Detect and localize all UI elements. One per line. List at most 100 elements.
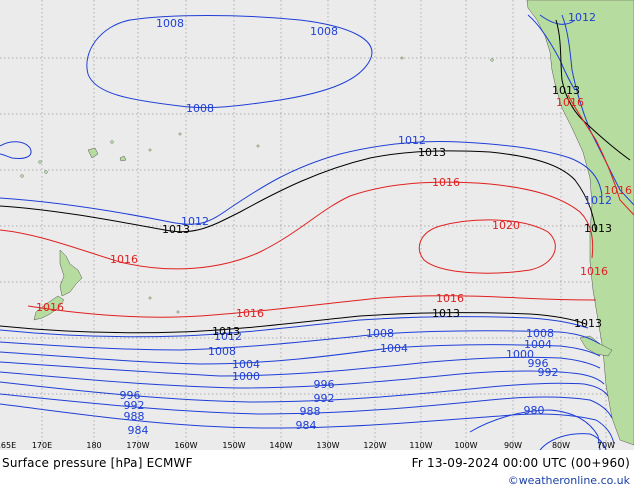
- island-fiji: [87, 147, 99, 159]
- label-1016: 1016: [604, 184, 632, 197]
- isobar-1012-south: [0, 316, 589, 338]
- label-984: 984: [128, 424, 149, 437]
- label-1004: 1004: [524, 338, 552, 351]
- new-zealand-south: [33, 295, 65, 321]
- lon-tick: 110W: [409, 441, 432, 450]
- label-1016: 1016: [110, 253, 138, 266]
- label-1008: 1008: [156, 17, 184, 30]
- lon-tick: 160W: [174, 441, 197, 450]
- label-996: 996: [528, 357, 549, 370]
- label-992: 992: [124, 399, 145, 412]
- label-1012: 1012: [181, 215, 209, 228]
- isobar-1016-south: [27, 295, 597, 318]
- label-1008: 1008: [310, 25, 338, 38]
- label-1013: 1013: [162, 223, 190, 236]
- label-996: 996: [120, 389, 141, 402]
- label-1012: 1012: [568, 11, 596, 24]
- ocean-background: [0, 0, 634, 450]
- source-credit[interactable]: ©weatheronline.co.uk: [507, 474, 630, 487]
- isobar-1020-high: [418, 219, 556, 274]
- footer-bar: [0, 450, 634, 490]
- label-1008: 1008: [526, 327, 554, 340]
- island-dot: [20, 174, 24, 178]
- island-dot: [38, 160, 42, 164]
- label-992: 992: [314, 392, 335, 405]
- label-984: 984: [296, 419, 317, 432]
- island-dot: [256, 144, 260, 148]
- isobar-984: [0, 403, 615, 445]
- lon-tick: 180: [86, 441, 101, 450]
- island-dot: [176, 310, 180, 314]
- new-zealand-north: [59, 249, 83, 297]
- isobar-1013-ne: [555, 19, 631, 161]
- isobar-labels: 1008 1008 1008 1008 1008 1008 1012 1012 …: [36, 11, 632, 437]
- lon-tick: 80W: [552, 441, 570, 450]
- isobar-996: [0, 370, 605, 389]
- label-1016: 1016: [36, 301, 64, 314]
- island-dot: [148, 148, 152, 152]
- isobar-976-edge: [539, 433, 607, 451]
- label-1016: 1016: [556, 96, 584, 109]
- lon-tick: 150W: [222, 441, 245, 450]
- island-dot: [148, 296, 152, 300]
- lon-tick: 170W: [126, 441, 149, 450]
- isobar-1016-main: [0, 181, 594, 270]
- lon-tick: 140W: [269, 441, 292, 450]
- label-988: 988: [300, 405, 321, 418]
- isobar-1012-nw: [0, 141, 32, 159]
- lat-lon-grid: [0, 0, 634, 450]
- isobar-1000: [0, 356, 601, 377]
- map-title: Surface pressure [hPa] ECMWF: [2, 456, 193, 470]
- isobar-1008-north: [86, 15, 373, 109]
- island-dot: [178, 132, 182, 136]
- isobar-1016-ne: [567, 94, 634, 216]
- lon-tick: 70W: [597, 441, 615, 450]
- isobar-992: [0, 381, 609, 403]
- isobar-1012-west: [0, 141, 603, 225]
- island-dot: [44, 170, 48, 174]
- label-1020: 1020: [492, 219, 520, 232]
- label-988: 988: [124, 410, 145, 423]
- lon-tick: 170E: [32, 441, 52, 450]
- valid-time: Fr 13-09-2024 00:00 UTC (00+960): [411, 456, 630, 470]
- label-1016: 1016: [580, 265, 608, 278]
- isobar-lines: [0, 14, 634, 451]
- label-1016: 1016: [236, 307, 264, 320]
- isobar-1008-ne: [527, 14, 576, 91]
- isobar-1008-south: [0, 330, 601, 351]
- label-1013: 1013: [432, 307, 460, 320]
- label-1016: 1016: [436, 292, 464, 305]
- lon-tick: 90W: [504, 441, 522, 450]
- isobar-1004: [0, 344, 601, 365]
- small-islands: [20, 56, 494, 314]
- isobar-1013-main: [0, 150, 597, 233]
- label-1008: 1008: [366, 327, 394, 340]
- label-1016: 1016: [432, 176, 460, 189]
- label-1013: 1013: [584, 222, 612, 235]
- isobar-1008-ne-2: [539, 14, 576, 25]
- label-1000: 1000: [232, 370, 260, 383]
- longitude-tick-labels: 165E 170E 180 170W 160W 150W 140W 130W 1…: [0, 441, 615, 450]
- label-1012: 1012: [214, 330, 242, 343]
- label-1013: 1013: [418, 146, 446, 159]
- island-dot: [490, 58, 494, 62]
- label-996: 996: [314, 378, 335, 391]
- isobar-980: [469, 409, 601, 451]
- lon-tick: 100W: [454, 441, 477, 450]
- lon-tick: 120W: [363, 441, 386, 450]
- label-1012: 1012: [398, 134, 426, 147]
- island-dot: [110, 140, 114, 144]
- isobar-1013-south: [0, 312, 587, 334]
- label-980: 980: [524, 404, 545, 417]
- isobar-988: [0, 393, 613, 419]
- lon-tick: 130W: [316, 441, 339, 450]
- label-1004: 1004: [232, 358, 260, 371]
- label-1004: 1004: [380, 342, 408, 355]
- label-1000: 1000: [506, 348, 534, 361]
- label-1012: 1012: [584, 194, 612, 207]
- label-1013: 1013: [574, 317, 602, 330]
- island-dot: [400, 56, 404, 60]
- tierra-del-fuego: [579, 335, 613, 357]
- label-1013: 1013: [552, 84, 580, 97]
